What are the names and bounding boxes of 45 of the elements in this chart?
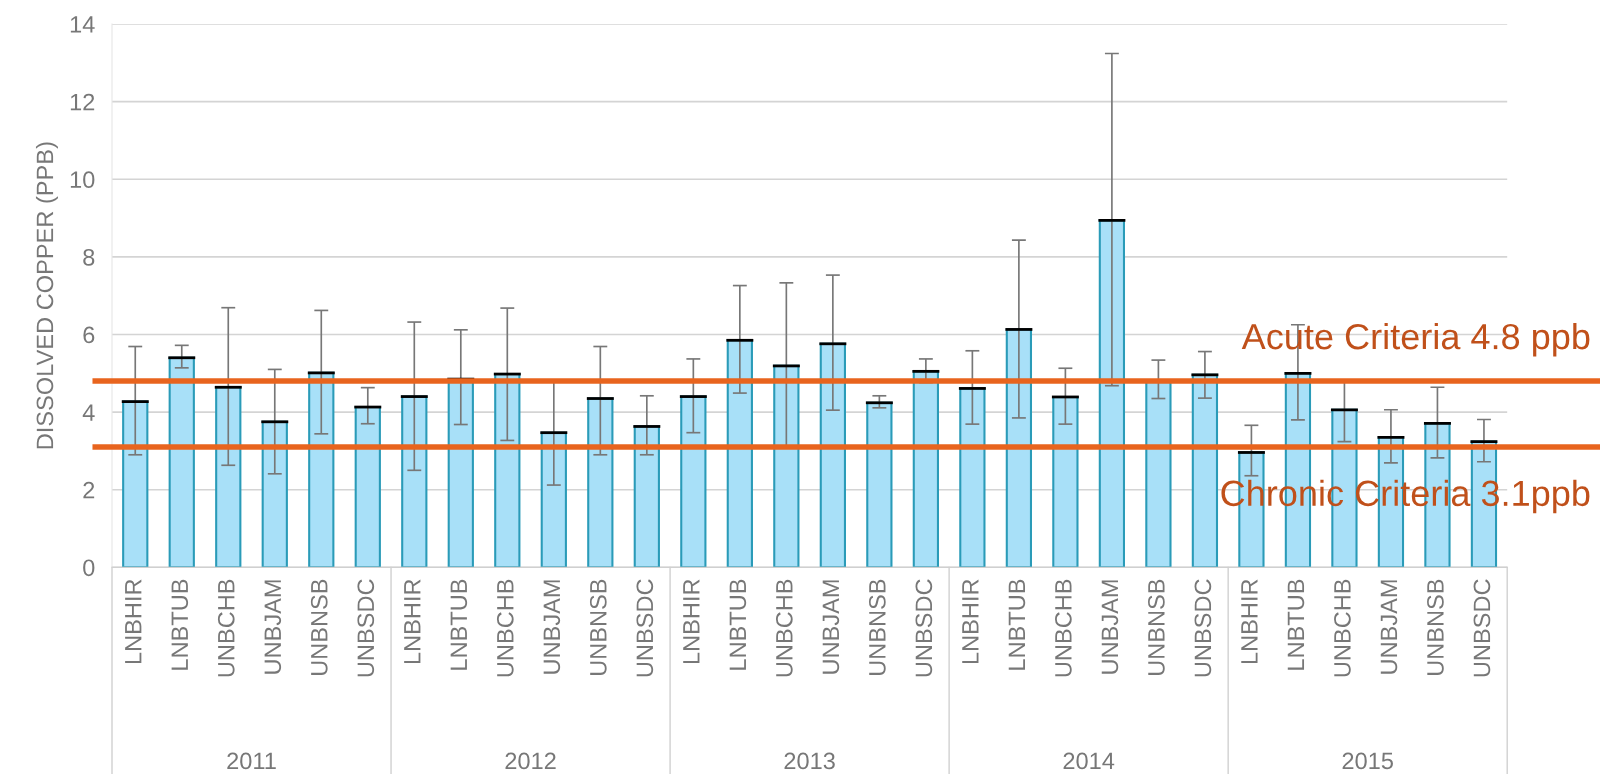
x-tick-label: UNBJAM [822,580,840,674]
text: 2013 [784,752,835,770]
x-tick-label: UNBCHB [217,579,235,677]
y-tick-label: 6 [83,326,95,344]
x-tick-label: UNBSDC [636,579,654,677]
x-tick-label: UNBJAM [543,580,561,674]
x-tick-label: UNBSDC [1473,579,1491,677]
y-tick-label: 8 [83,248,95,266]
x-tick-label: UNBJAM [264,580,282,674]
y-axis-title: DISSOLVED COPPER (PPB) [35,142,58,449]
y-tick-label: 10 [70,171,95,189]
x-tick-label: LNBHIR [683,579,700,664]
text: 2011 [227,752,276,770]
x-tick-label: UNBCHB [775,579,793,677]
ref-line-label: Acute Criteria 4.8 ppb [1241,322,1590,357]
y-tick-label: 2 [83,481,95,499]
x-tick-label: LNBTUB [450,579,468,670]
x-tick-label: UNBNSB [868,579,886,676]
x-tick-label: UNBJAM [1380,580,1398,674]
x-tick-label: UNBSDC [915,579,933,677]
x-tick-label: LNBHIR [125,579,142,664]
x-tick-label: LNBHIR [404,579,421,664]
x-tick-label: UNBSDC [1194,579,1212,677]
text: 2014 [1063,752,1115,770]
y-tick-label: 0 [83,559,95,577]
x-tick-label: UNBNSB [1148,579,1165,676]
x-tick-label: UNBCHB [1334,579,1351,677]
x-tick-label: UNBCHB [496,579,514,677]
x-tick-label: UNBNSB [1427,579,1444,676]
y-tick-label: 4 [82,404,95,421]
x-tick-label: LNBHIR [1241,579,1258,664]
x-tick-label: UNBNSB [310,579,328,676]
x-tick-label: UNBSDC [357,579,375,677]
x-tick-label: LNBTUB [1008,579,1026,670]
x-tick-label: LNBTUB [729,579,747,670]
x-tick-label: LNBHIR [962,579,979,664]
y-tick-label: 14 [70,16,95,33]
x-tick-label: LNBTUB [1287,579,1305,670]
text: 2015 [1342,752,1393,770]
x-tick-label: UNBCHB [1055,579,1072,677]
x-tick-label: UNBNSB [589,579,607,676]
text: 2012 [505,752,556,770]
x-tick-label: UNBJAM [1101,580,1119,674]
y-tick-label: 12 [70,93,95,111]
x-tick-label: LNBTUB [171,579,189,670]
